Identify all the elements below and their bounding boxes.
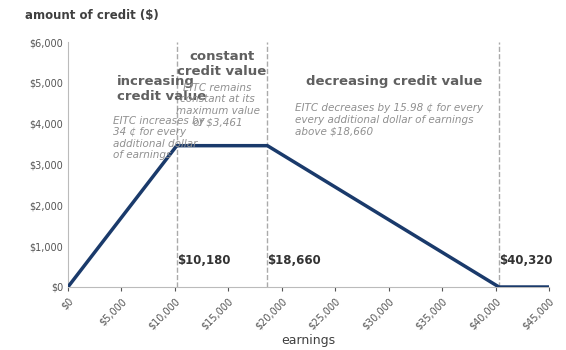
Text: EITC decreases by 15.98 ¢ for every
every additional dollar of earnings
above $1: EITC decreases by 15.98 ¢ for every ever… [294,103,483,136]
Text: EITC increases by
34 ¢ for every
additional dollar
of earnings: EITC increases by 34 ¢ for every additio… [113,116,204,160]
Text: $10,180: $10,180 [177,254,230,267]
X-axis label: earnings: earnings [281,334,336,347]
Text: $40,320: $40,320 [499,254,552,267]
Text: constant
credit value: constant credit value [177,50,267,78]
Text: $18,660: $18,660 [267,254,321,267]
Text: EITC remains
constant at its
maximum value
of $3,461: EITC remains constant at its maximum val… [175,83,260,128]
Text: decreasing credit value: decreasing credit value [306,75,482,88]
Text: increasing
credit value: increasing credit value [117,75,207,103]
Text: amount of credit ($): amount of credit ($) [25,9,158,22]
